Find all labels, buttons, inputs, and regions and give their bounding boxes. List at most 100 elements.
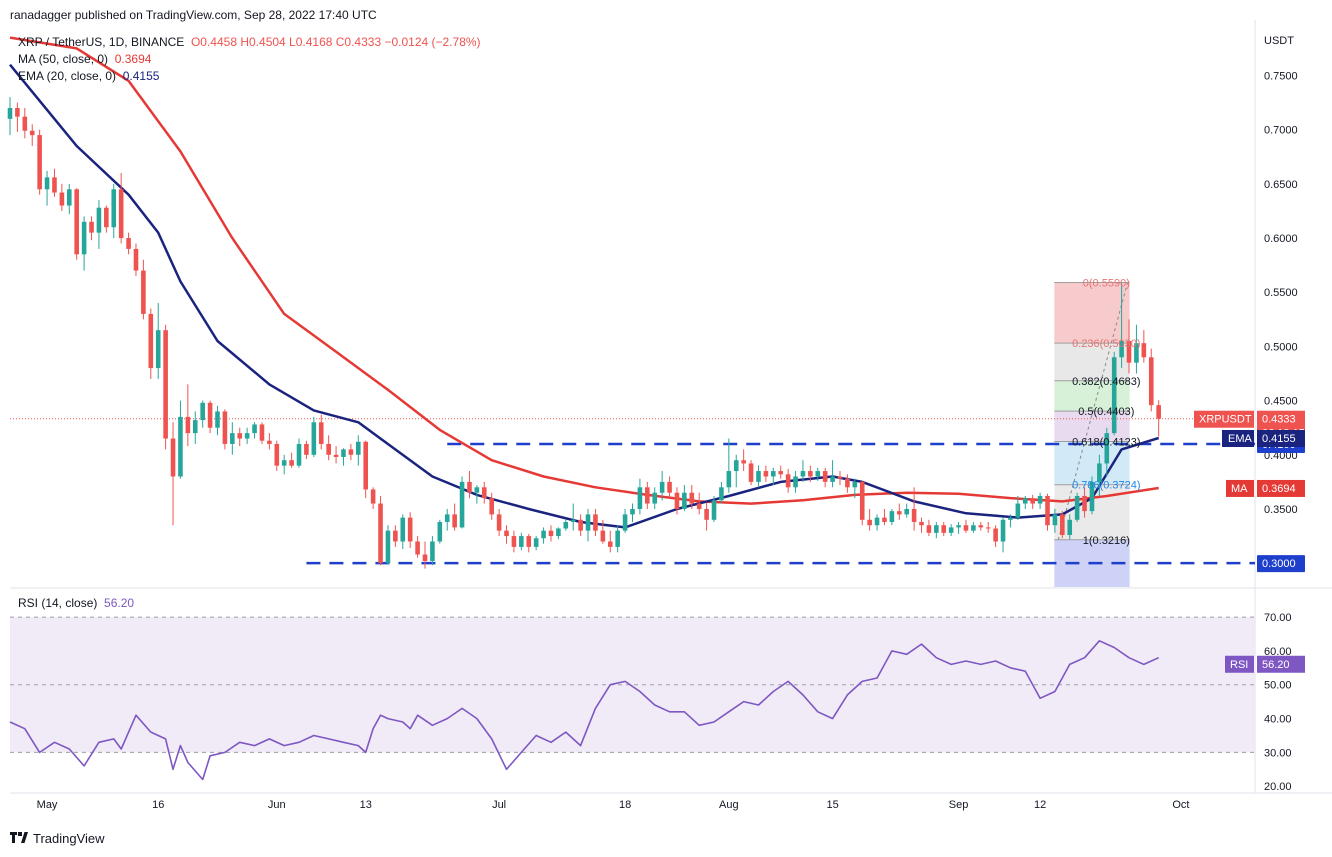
time-axis-tick: Sep xyxy=(949,799,969,811)
rsi-value-tag: 56.20 xyxy=(1262,659,1290,671)
candle-body xyxy=(652,492,658,504)
fib-level-label: 0.382(0.4683) xyxy=(1072,376,1141,388)
candle-body xyxy=(748,463,754,482)
time-axis-tick: Jul xyxy=(492,799,506,811)
candle-body xyxy=(1037,495,1043,504)
candle-body xyxy=(15,108,20,117)
price-axis-tick: 0.7000 xyxy=(1264,125,1298,137)
candle-body xyxy=(889,511,895,522)
candle-body xyxy=(504,530,509,537)
candle-body xyxy=(756,471,761,482)
candle-body xyxy=(185,416,191,434)
candle-body xyxy=(622,514,628,531)
candle-body xyxy=(281,460,287,466)
candle-body xyxy=(1052,514,1058,526)
time-axis-tick: Aug xyxy=(719,799,739,811)
candle-body xyxy=(689,492,695,504)
candle-body xyxy=(304,443,309,455)
fib-level-label: 0.618(0.4123) xyxy=(1072,436,1141,448)
candle-body xyxy=(96,207,102,233)
candle-body xyxy=(704,508,709,520)
ma-name-tag: MA xyxy=(1231,483,1248,495)
candle-body xyxy=(222,411,228,444)
rsi-name-tag-bg xyxy=(1225,655,1254,673)
candle-body xyxy=(200,402,205,421)
ma-price-tag: 0.3694 xyxy=(1262,483,1296,495)
candle-body xyxy=(29,130,35,136)
current-price-tag: 0.4333 xyxy=(1262,414,1296,426)
candle-body xyxy=(630,508,635,515)
price-axis-tick: 0.5000 xyxy=(1264,341,1298,353)
candle-body xyxy=(985,527,991,529)
rsi-value-tag-bg xyxy=(1257,655,1305,673)
symbol-title: XRP / TetherUS, 1D, BINANCE xyxy=(18,35,185,49)
candle-body xyxy=(882,517,887,522)
candle-body xyxy=(726,471,732,488)
candle-body xyxy=(192,420,198,434)
candle-body xyxy=(356,441,361,455)
candle-body xyxy=(7,108,13,119)
candle-body xyxy=(474,487,480,493)
candle-body xyxy=(22,116,28,131)
candle-body xyxy=(422,554,428,561)
candle-body xyxy=(52,177,57,193)
symbol-tag: XRPUSDT xyxy=(1199,414,1252,426)
rsi-legend-label: RSI (14, close) xyxy=(18,596,98,610)
candle-body xyxy=(541,530,546,539)
symbol-tag-bg xyxy=(1194,410,1254,428)
candle-body xyxy=(341,449,346,457)
candle-body xyxy=(118,189,124,239)
candle-body xyxy=(66,189,72,206)
candle-body xyxy=(1000,519,1006,542)
level-price-tag: 0.3000 xyxy=(1262,558,1296,570)
fib-zone xyxy=(1054,343,1130,381)
candle-body xyxy=(1111,357,1117,434)
candle-body xyxy=(1060,514,1065,535)
candle-body xyxy=(318,422,324,444)
candle-body xyxy=(696,503,702,509)
ema-legend-value: 0.4155 xyxy=(122,69,160,83)
candle-body xyxy=(837,476,843,479)
rsi-axis-tick: 50.00 xyxy=(1264,680,1292,692)
candle-body xyxy=(252,424,257,434)
candle-body xyxy=(926,525,932,533)
tradingview-mark-icon xyxy=(10,831,28,846)
rsi-axis-tick: 40.00 xyxy=(1264,714,1292,726)
candle-body xyxy=(778,471,784,475)
candle-body xyxy=(896,511,902,515)
candle-body xyxy=(682,492,687,509)
candle-body xyxy=(763,471,769,477)
rsi-band xyxy=(10,617,1255,753)
candle-body xyxy=(333,454,339,457)
candle-body xyxy=(59,192,65,206)
tradingview-logo[interactable]: TradingView xyxy=(10,831,105,846)
candle-body xyxy=(993,528,998,542)
rsi-legend-value: 56.20 xyxy=(104,596,135,610)
rsi-axis-tick: 30.00 xyxy=(1264,747,1292,759)
rsi-axis-tick: 60.00 xyxy=(1264,646,1292,658)
candle-body xyxy=(126,238,131,249)
candle-body xyxy=(971,525,976,531)
candle-body xyxy=(904,508,909,515)
rsi-axis-tick: 20.00 xyxy=(1264,781,1292,793)
price-axis-tick: 0.6000 xyxy=(1264,233,1298,245)
fib-zone xyxy=(1054,380,1130,412)
candle-body xyxy=(808,471,813,477)
price-axis-tick: 0.5500 xyxy=(1264,287,1298,299)
candle-body xyxy=(1141,343,1147,358)
candle-body xyxy=(1082,495,1087,512)
candle-body xyxy=(785,474,791,488)
symbol-line: XRP / TetherUS, 1D, BINANCE O0.4458 H0.4… xyxy=(18,35,481,49)
candle-body xyxy=(1008,517,1013,520)
ema-price-tag-bg xyxy=(1257,429,1305,447)
candle-body xyxy=(230,433,235,444)
candle-body xyxy=(733,460,739,472)
candle-body xyxy=(393,530,398,542)
candle-body xyxy=(830,476,835,482)
candle-body xyxy=(133,248,139,271)
candle-body xyxy=(296,443,302,466)
time-axis-tick: Jun xyxy=(268,799,286,811)
candle-body xyxy=(459,481,465,528)
fib-level-label: 0.786(0.3724) xyxy=(1072,480,1141,492)
time-axis-tick: 15 xyxy=(826,799,838,811)
